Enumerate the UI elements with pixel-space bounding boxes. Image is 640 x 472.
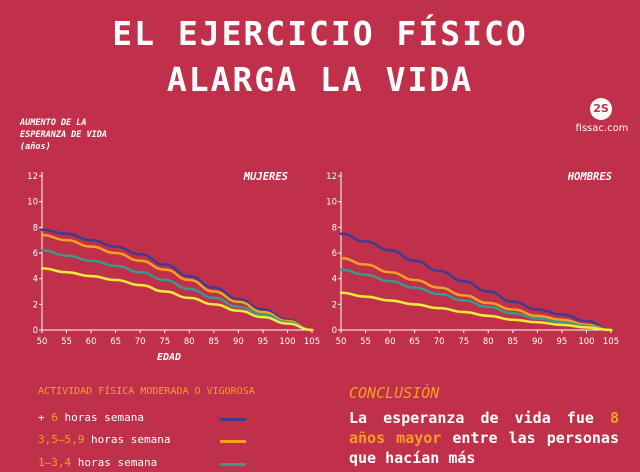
x-tick-label: 75 <box>458 337 469 347</box>
x-tick-label: 55 <box>61 337 72 347</box>
y-axis-title: AUMENTO DE LA ESPERANZA DE VIDA (años) <box>20 117 190 153</box>
x-tick-label: 75 <box>159 337 170 347</box>
x-tick-label: 90 <box>532 337 543 347</box>
legend-swatch <box>220 463 246 466</box>
series-line-mujeres-1 <box>40 233 314 332</box>
y-tick-label: 12 <box>326 172 337 182</box>
series-line-mujeres-3 <box>40 267 314 332</box>
x-tick-label: 95 <box>556 337 567 347</box>
y-tick-label: 0 <box>33 326 38 336</box>
x-tick-label: 85 <box>208 337 219 347</box>
y-tick-label: 10 <box>27 198 38 208</box>
x-tick-label: 60 <box>385 337 396 347</box>
x-tick-label: 80 <box>184 337 195 347</box>
x-tick-label: 90 <box>233 337 244 347</box>
x-tick-label: 105 <box>304 337 320 347</box>
x-tick-label: 85 <box>507 337 518 347</box>
y-tick-label: 6 <box>33 249 38 259</box>
conclusion-highlight: 8 años mayor <box>349 409 619 447</box>
chart-title-hombres: HOMBRES <box>567 171 612 183</box>
y-tick-label: 12 <box>27 172 38 182</box>
series-line-hombres-1 <box>339 256 613 332</box>
x-tick-label: 50 <box>336 337 347 347</box>
series-line-mujeres-2 <box>40 249 314 332</box>
y-tick-label: 10 <box>326 198 337 208</box>
legend-item-1-3: 1–3,4 horas semana <box>38 456 248 472</box>
legend-swatch <box>220 440 246 443</box>
legend-label: + 6 horas semana <box>38 411 144 424</box>
page-title-line-2: ALARGA LA VIDA <box>166 60 474 99</box>
conclusion-text: La esperanza de vida fue 8 años mayor en… <box>349 409 619 467</box>
y-axis-title-line-1: AUMENTO DE LA <box>20 118 87 128</box>
series-line-mujeres-0 <box>40 228 314 332</box>
series-line-hombres-0 <box>339 232 613 332</box>
series-line-hombres-3 <box>339 291 613 332</box>
series-line-hombres-2 <box>339 268 613 332</box>
legend-label: 1–3,4 horas semana <box>38 456 158 469</box>
x-tick-label: 80 <box>483 337 494 347</box>
y-tick-label: 8 <box>33 223 38 233</box>
legend-item-6plus: + 6 horas semana <box>38 411 248 427</box>
x-tick-label: 105 <box>603 337 619 347</box>
x-axis-title: EDAD <box>157 352 182 363</box>
fissac-site-link[interactable]: fissac.com <box>575 123 629 134</box>
y-tick-label: 2 <box>332 300 337 310</box>
legend-label: 3,5–5,9 horas semana <box>38 433 171 446</box>
y-tick-label: 6 <box>332 249 337 259</box>
x-tick-label: 95 <box>257 337 268 347</box>
y-tick-label: 0 <box>332 326 337 336</box>
y-tick-label: 2 <box>33 300 38 310</box>
x-tick-label: 65 <box>110 337 121 347</box>
y-axis-title-line-2: ESPERANZA DE VIDA <box>20 130 107 140</box>
chart-title-mujeres: MUJERES <box>243 171 288 183</box>
x-tick-label: 55 <box>360 337 371 347</box>
page-title-line-1: EL EJERCICIO FÍSICO <box>112 14 528 53</box>
fissac-logo-icon: 2S <box>590 98 612 120</box>
x-tick-label: 100 <box>578 337 594 347</box>
legend-title: ACTIVIDAD FÍSICA MODERADA O VIGOROSA <box>38 386 255 397</box>
x-tick-label: 60 <box>86 337 97 347</box>
x-tick-label: 50 <box>37 337 48 347</box>
y-tick-label: 4 <box>33 275 38 285</box>
y-axis-title-line-3: (años) <box>20 142 51 152</box>
x-tick-label: 70 <box>434 337 445 347</box>
y-tick-label: 8 <box>332 223 337 233</box>
y-tick-label: 4 <box>332 275 337 285</box>
legend-swatch <box>220 418 246 421</box>
legend-item-3-5: 3,5–5,9 horas semana <box>38 433 248 449</box>
conclusion-title: CONCLUSIÓN <box>349 384 440 402</box>
fissac-logo[interactable]: 2S fissac.com <box>566 98 636 134</box>
x-tick-label: 100 <box>279 337 295 347</box>
x-tick-label: 65 <box>409 337 420 347</box>
x-tick-label: 70 <box>135 337 146 347</box>
